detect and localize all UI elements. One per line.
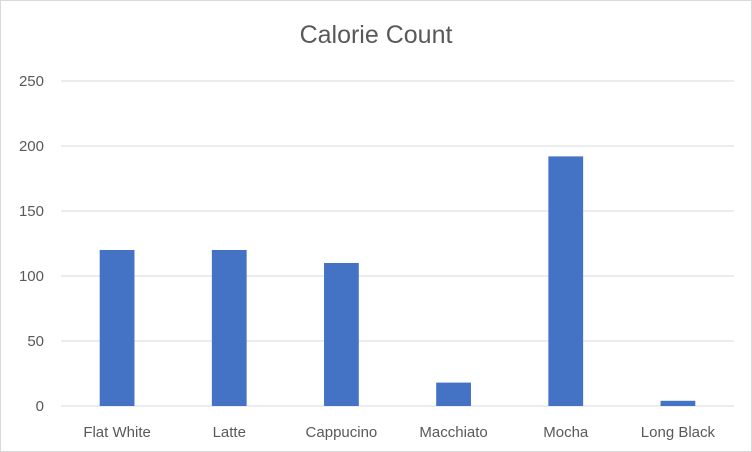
x-tick-label: Long Black — [641, 424, 716, 441]
x-tick-label: Mocha — [543, 424, 589, 441]
bar-cappucino — [324, 263, 359, 406]
x-tick-label: Latte — [213, 424, 246, 441]
bar-mocha — [548, 156, 584, 406]
chart-title: Calorie Count — [299, 21, 453, 49]
bar-long-black — [660, 400, 696, 406]
bar-latte — [211, 250, 247, 406]
y-tick-label: 0 — [36, 398, 44, 415]
bar-macchiato — [436, 382, 471, 406]
x-tick-label: Flat White — [83, 424, 151, 441]
y-tick-label: 50 — [27, 333, 44, 350]
y-tick-label: 100 — [19, 268, 44, 285]
y-tick-label: 250 — [19, 73, 44, 90]
x-tick-label: Cappucino — [306, 424, 378, 441]
y-tick-label: 200 — [19, 138, 44, 155]
bar-flat-white — [99, 250, 135, 406]
x-tick-label: Macchiato — [419, 424, 487, 441]
y-tick-label: 150 — [19, 203, 44, 220]
